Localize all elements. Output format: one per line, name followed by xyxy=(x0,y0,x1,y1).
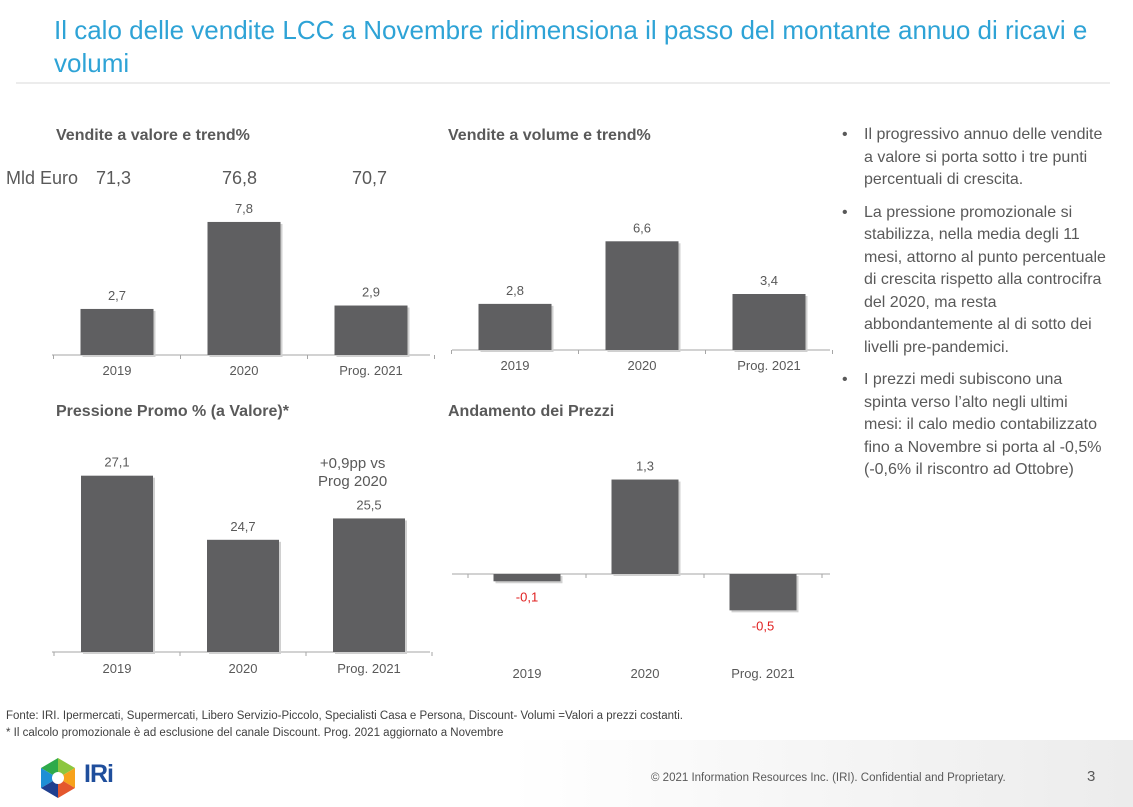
bullet-item: • Il progressivo annuo delle vendite a v… xyxy=(838,124,1108,192)
promo-annotation: +0,9pp vs Prog 2020 xyxy=(318,455,387,491)
promo-annotation-line2: Prog 2020 xyxy=(318,473,388,490)
promo-footnote: * Il calcolo promozionale è ad esclusion… xyxy=(6,727,504,739)
chart-prezzi: -0,1 2019 1,3 2020 -0,5 Prog. 2021 xyxy=(452,459,830,681)
bar-2019 xyxy=(80,308,154,355)
footer-band xyxy=(0,740,1133,807)
data-label: 24,7 xyxy=(230,519,255,534)
chart-title-prezzi: Andamento dei Prezzi xyxy=(448,403,615,420)
category-label: 2020 xyxy=(230,363,259,378)
bar-prog-2021 xyxy=(333,518,405,652)
category-label: 2020 xyxy=(229,661,258,676)
chart-title-volume: Vendite a volume e trend% xyxy=(448,127,651,144)
mld-euro-label: Mld Euro xyxy=(6,168,79,188)
bar-2019 xyxy=(493,574,561,582)
data-label: 3,4 xyxy=(760,273,778,288)
source-footnote: Fonte: IRI. Ipermercati, Supermercati, L… xyxy=(6,710,683,722)
bullet-item: • La pressione promozionale si stabilizz… xyxy=(838,202,1108,360)
bullet-text: Il progressivo annuo delle vendite a val… xyxy=(864,126,1103,188)
bar-2019 xyxy=(478,303,552,350)
bar-2019 xyxy=(81,475,153,652)
bar-2020 xyxy=(605,241,679,350)
bullet-dot-icon: • xyxy=(842,203,848,221)
category-label: 2019 xyxy=(501,358,530,373)
bar-2020 xyxy=(611,479,679,574)
bar-prog-2021 xyxy=(729,574,797,611)
data-label: 2,8 xyxy=(506,283,524,298)
data-label: 7,8 xyxy=(235,201,253,216)
chart-title-promo: Pressione Promo % (a Valore)* xyxy=(56,403,289,420)
data-label: 2,7 xyxy=(108,288,126,303)
category-label: Prog. 2021 xyxy=(337,661,401,676)
category-label: 2019 xyxy=(103,363,132,378)
mld-euro-value-2021: 70,7 xyxy=(352,168,388,188)
chart-valore: 2,7 2019 7,8 2020 2,9 Prog. 2021 xyxy=(52,201,435,378)
bullet-dot-icon: • xyxy=(842,126,848,143)
mld-euro-value-2019: 71,3 xyxy=(96,168,132,188)
data-label: 27,1 xyxy=(104,455,129,470)
bullet-dot-icon: • xyxy=(842,371,848,388)
bullet-text: La pressione promozionale si stabilizza,… xyxy=(864,203,1106,356)
data-label: -0,1 xyxy=(516,589,538,604)
bullet-text: I prezzi medi subiscono una spinta verso… xyxy=(864,371,1102,478)
category-label: Prog. 2021 xyxy=(339,363,403,378)
chart-volume: 2,8 2019 6,6 2020 3,4 Prog. 2021 xyxy=(451,220,833,373)
mld-euro-value-2020: 76,8 xyxy=(222,168,258,188)
data-label: -0,5 xyxy=(752,618,774,633)
category-label: 2020 xyxy=(631,666,660,681)
commentary-bullets: • Il progressivo annuo delle vendite a v… xyxy=(838,124,1108,492)
title-divider xyxy=(16,82,1110,84)
data-label: 25,5 xyxy=(356,497,381,512)
copyright-text: © 2021 Information Resources Inc. (IRI).… xyxy=(651,772,1006,784)
page-number: 3 xyxy=(1087,768,1096,785)
data-label: 1,3 xyxy=(636,459,654,474)
chart-promo: 27,1 2019 24,7 2020 25,5 Prog. 2021 xyxy=(52,455,433,676)
bar-prog-2021 xyxy=(334,305,408,355)
chart-title-valore: Vendite a valore e trend% xyxy=(56,127,250,144)
data-label: 2,9 xyxy=(362,285,380,300)
bullet-item: • I prezzi medi subiscono una spinta ver… xyxy=(838,369,1108,482)
category-label: 2019 xyxy=(513,666,542,681)
iri-hexagon-logo-icon xyxy=(41,758,75,798)
bar-2020 xyxy=(207,221,281,355)
bar-2020 xyxy=(207,539,279,652)
data-label: 6,6 xyxy=(633,220,651,235)
slide-title: Il calo delle vendite LCC a Novembre rid… xyxy=(54,15,1088,78)
category-label: Prog. 2021 xyxy=(731,666,795,681)
category-label: 2019 xyxy=(103,661,132,676)
promo-annotation-line1: +0,9pp vs xyxy=(319,455,386,472)
bar-prog-2021 xyxy=(732,294,806,350)
category-label: Prog. 2021 xyxy=(737,358,801,373)
category-label: 2020 xyxy=(628,358,657,373)
iri-logo-text: IRi xyxy=(84,760,114,788)
